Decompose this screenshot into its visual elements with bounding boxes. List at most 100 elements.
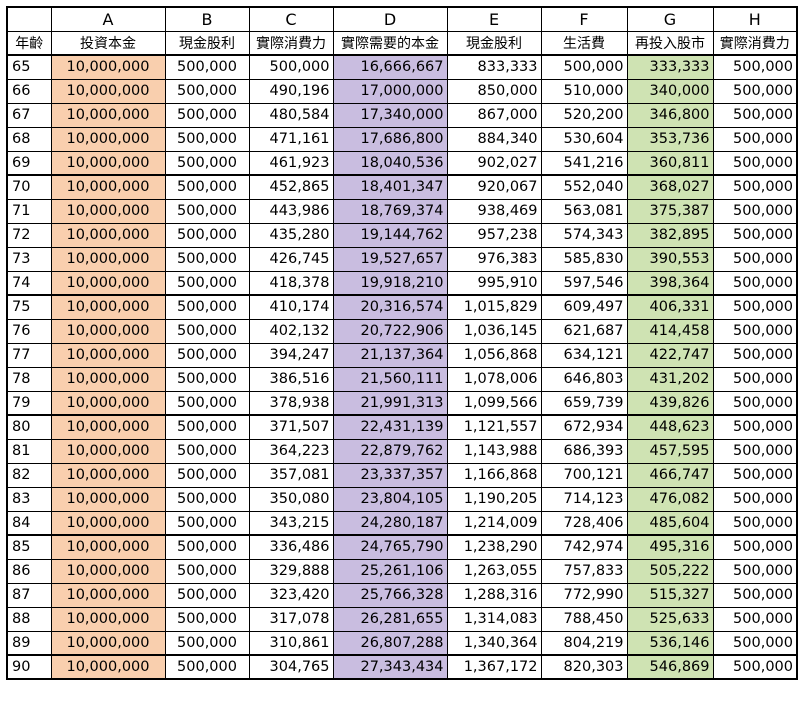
cell-age[interactable]: 75 <box>6 294 52 320</box>
cell-cash-dividend-2[interactable]: 1,367,172 <box>446 654 542 680</box>
cell-invest-principal[interactable]: 10,000,000 <box>50 318 166 344</box>
cell-cash-dividend-2[interactable]: 1,166,868 <box>446 462 542 488</box>
cell-reinvest[interactable]: 422,747 <box>626 342 714 368</box>
cell-cash-dividend-2[interactable]: 1,056,868 <box>446 342 542 368</box>
cell-living-expense[interactable]: 804,219 <box>540 630 628 656</box>
cell-required-principal[interactable]: 20,316,574 <box>332 294 448 320</box>
cell-reinvest[interactable]: 398,364 <box>626 270 714 296</box>
cell-reinvest[interactable]: 382,895 <box>626 222 714 248</box>
cell-cash-dividend-2[interactable]: 938,469 <box>446 198 542 224</box>
cell-actual-spending-power-2[interactable]: 500,000 <box>712 534 798 560</box>
cell-age[interactable]: 87 <box>6 582 52 608</box>
cell-actual-spending-power-2[interactable]: 500,000 <box>712 438 798 464</box>
cell-actual-spending-power[interactable]: 310,861 <box>248 630 334 656</box>
cell-actual-spending-power-2[interactable]: 500,000 <box>712 150 798 176</box>
cell-required-principal[interactable]: 17,000,000 <box>332 78 448 104</box>
cell-cash-dividend[interactable]: 500,000 <box>164 654 250 680</box>
cell-cash-dividend[interactable]: 500,000 <box>164 102 250 128</box>
cell-reinvest[interactable]: 360,811 <box>626 150 714 176</box>
cell-living-expense[interactable]: 772,990 <box>540 582 628 608</box>
cell-actual-spending-power[interactable]: 443,986 <box>248 198 334 224</box>
cell-reinvest[interactable]: 546,869 <box>626 654 714 680</box>
cell-actual-spending-power-2[interactable]: 500,000 <box>712 630 798 656</box>
cell-reinvest[interactable]: 333,333 <box>626 54 714 80</box>
cell-actual-spending-power[interactable]: 452,865 <box>248 174 334 200</box>
cell-reinvest[interactable]: 536,146 <box>626 630 714 656</box>
cell-cash-dividend[interactable]: 500,000 <box>164 78 250 104</box>
cell-age[interactable]: 88 <box>6 606 52 632</box>
cell-reinvest[interactable]: 439,826 <box>626 390 714 416</box>
cell-required-principal[interactable]: 16,666,667 <box>332 54 448 80</box>
cell-reinvest[interactable]: 406,331 <box>626 294 714 320</box>
cell-actual-spending-power-2[interactable]: 500,000 <box>712 654 798 680</box>
cell-reinvest[interactable]: 476,082 <box>626 486 714 512</box>
cell-cash-dividend[interactable]: 500,000 <box>164 438 250 464</box>
cell-reinvest[interactable]: 495,316 <box>626 534 714 560</box>
cell-cash-dividend[interactable]: 500,000 <box>164 54 250 80</box>
cell-cash-dividend[interactable]: 500,000 <box>164 246 250 272</box>
cell-cash-dividend[interactable]: 500,000 <box>164 606 250 632</box>
cell-living-expense[interactable]: 742,974 <box>540 534 628 560</box>
cell-required-principal[interactable]: 19,144,762 <box>332 222 448 248</box>
cell-actual-spending-power[interactable]: 343,215 <box>248 510 334 536</box>
cell-reinvest[interactable]: 457,595 <box>626 438 714 464</box>
column-letter-f[interactable]: F <box>540 6 628 32</box>
cell-actual-spending-power[interactable]: 350,080 <box>248 486 334 512</box>
cell-cash-dividend-2[interactable]: 902,027 <box>446 150 542 176</box>
cell-age[interactable]: 86 <box>6 558 52 584</box>
cell-cash-dividend[interactable]: 500,000 <box>164 390 250 416</box>
cell-age[interactable]: 76 <box>6 318 52 344</box>
cell-living-expense[interactable]: 820,303 <box>540 654 628 680</box>
cell-required-principal[interactable]: 22,879,762 <box>332 438 448 464</box>
cell-actual-spending-power[interactable]: 394,247 <box>248 342 334 368</box>
cell-cash-dividend-2[interactable]: 884,340 <box>446 126 542 152</box>
column-letter-c[interactable]: C <box>248 6 334 32</box>
cell-cash-dividend[interactable]: 500,000 <box>164 630 250 656</box>
cell-age[interactable]: 65 <box>6 54 52 80</box>
column-letter-corner[interactable] <box>6 6 52 32</box>
cell-cash-dividend[interactable]: 500,000 <box>164 558 250 584</box>
cell-living-expense[interactable]: 646,803 <box>540 366 628 392</box>
cell-living-expense[interactable]: 510,000 <box>540 78 628 104</box>
cell-cash-dividend[interactable]: 500,000 <box>164 222 250 248</box>
cell-required-principal[interactable]: 25,766,328 <box>332 582 448 608</box>
cell-age[interactable]: 81 <box>6 438 52 464</box>
header-required-principal[interactable]: 實際需要的本金 <box>332 30 448 56</box>
cell-living-expense[interactable]: 788,450 <box>540 606 628 632</box>
cell-age[interactable]: 89 <box>6 630 52 656</box>
cell-reinvest[interactable]: 353,736 <box>626 126 714 152</box>
cell-cash-dividend-2[interactable]: 1,263,055 <box>446 558 542 584</box>
cell-invest-principal[interactable]: 10,000,000 <box>50 174 166 200</box>
cell-invest-principal[interactable]: 10,000,000 <box>50 582 166 608</box>
cell-required-principal[interactable]: 24,765,790 <box>332 534 448 560</box>
header-cash-dividend-2[interactable]: 現金股利 <box>446 30 542 56</box>
cell-actual-spending-power-2[interactable]: 500,000 <box>712 270 798 296</box>
cell-cash-dividend-2[interactable]: 1,036,145 <box>446 318 542 344</box>
cell-cash-dividend-2[interactable]: 1,143,988 <box>446 438 542 464</box>
cell-actual-spending-power[interactable]: 461,923 <box>248 150 334 176</box>
cell-age[interactable]: 68 <box>6 126 52 152</box>
cell-actual-spending-power[interactable]: 500,000 <box>248 54 334 80</box>
cell-actual-spending-power[interactable]: 402,132 <box>248 318 334 344</box>
cell-age[interactable]: 82 <box>6 462 52 488</box>
cell-living-expense[interactable]: 728,406 <box>540 510 628 536</box>
cell-reinvest[interactable]: 368,027 <box>626 174 714 200</box>
cell-actual-spending-power[interactable]: 323,420 <box>248 582 334 608</box>
cell-actual-spending-power-2[interactable]: 500,000 <box>712 78 798 104</box>
cell-invest-principal[interactable]: 10,000,000 <box>50 558 166 584</box>
cell-invest-principal[interactable]: 10,000,000 <box>50 534 166 560</box>
cell-actual-spending-power[interactable]: 490,196 <box>248 78 334 104</box>
header-cash-dividend[interactable]: 現金股利 <box>164 30 250 56</box>
cell-invest-principal[interactable]: 10,000,000 <box>50 54 166 80</box>
cell-cash-dividend-2[interactable]: 1,190,205 <box>446 486 542 512</box>
header-actual-spending-power-2[interactable]: 實際消費力 <box>712 30 798 56</box>
cell-age[interactable]: 84 <box>6 510 52 536</box>
cell-cash-dividend-2[interactable]: 1,121,557 <box>446 414 542 440</box>
cell-living-expense[interactable]: 552,040 <box>540 174 628 200</box>
cell-reinvest[interactable]: 340,000 <box>626 78 714 104</box>
cell-actual-spending-power-2[interactable]: 500,000 <box>712 294 798 320</box>
cell-living-expense[interactable]: 714,123 <box>540 486 628 512</box>
cell-required-principal[interactable]: 19,918,210 <box>332 270 448 296</box>
cell-required-principal[interactable]: 21,991,313 <box>332 390 448 416</box>
cell-invest-principal[interactable]: 10,000,000 <box>50 390 166 416</box>
